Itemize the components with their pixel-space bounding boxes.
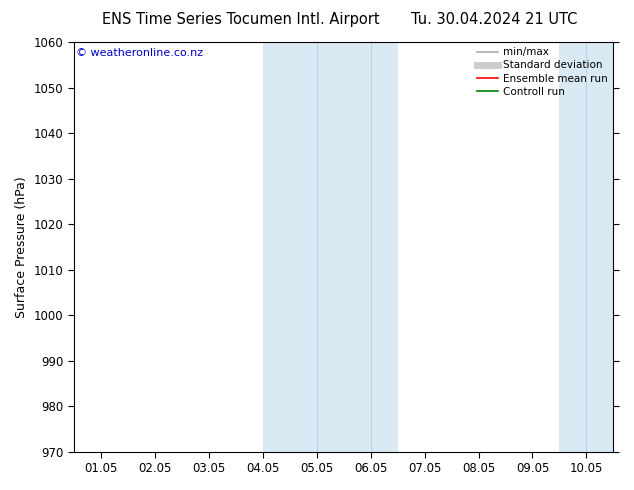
Text: © weatheronline.co.nz: © weatheronline.co.nz [77,48,204,58]
Text: ENS Time Series Tocumen Intl. Airport: ENS Time Series Tocumen Intl. Airport [102,12,380,27]
Text: Tu. 30.04.2024 21 UTC: Tu. 30.04.2024 21 UTC [411,12,578,27]
Legend: min/max, Standard deviation, Ensemble mean run, Controll run: min/max, Standard deviation, Ensemble me… [477,47,608,97]
Bar [559,42,614,452]
Y-axis label: Surface Pressure (hPa): Surface Pressure (hPa) [15,176,28,318]
Bar [262,42,398,452]
